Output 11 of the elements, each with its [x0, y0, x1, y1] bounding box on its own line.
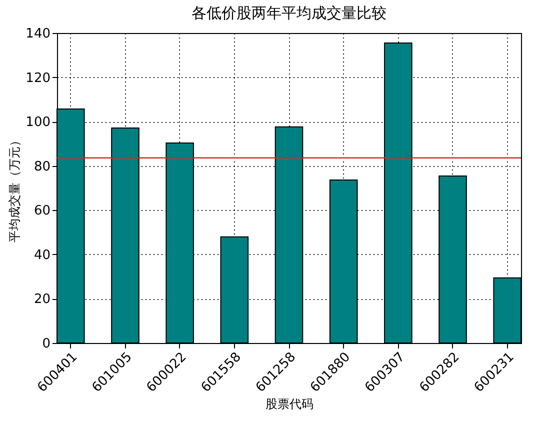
y-tick-label: 0 [42, 336, 50, 352]
y-tick-label: 140 [26, 26, 50, 42]
y-tick-label: 60 [34, 204, 50, 219]
chart-title: 各低价股两年平均成交量比较 [192, 4, 386, 22]
y-tick-label: 40 [34, 248, 50, 263]
y-tick-label: 120 [26, 70, 50, 86]
x-axis-title: 股票代码 [266, 396, 314, 411]
y-axis-title: 平均成交量（万元） [8, 134, 22, 242]
y-tick-label: 20 [34, 292, 50, 308]
y-tick-label: 80 [34, 159, 50, 174]
y-tick-label: 100 [26, 115, 50, 130]
